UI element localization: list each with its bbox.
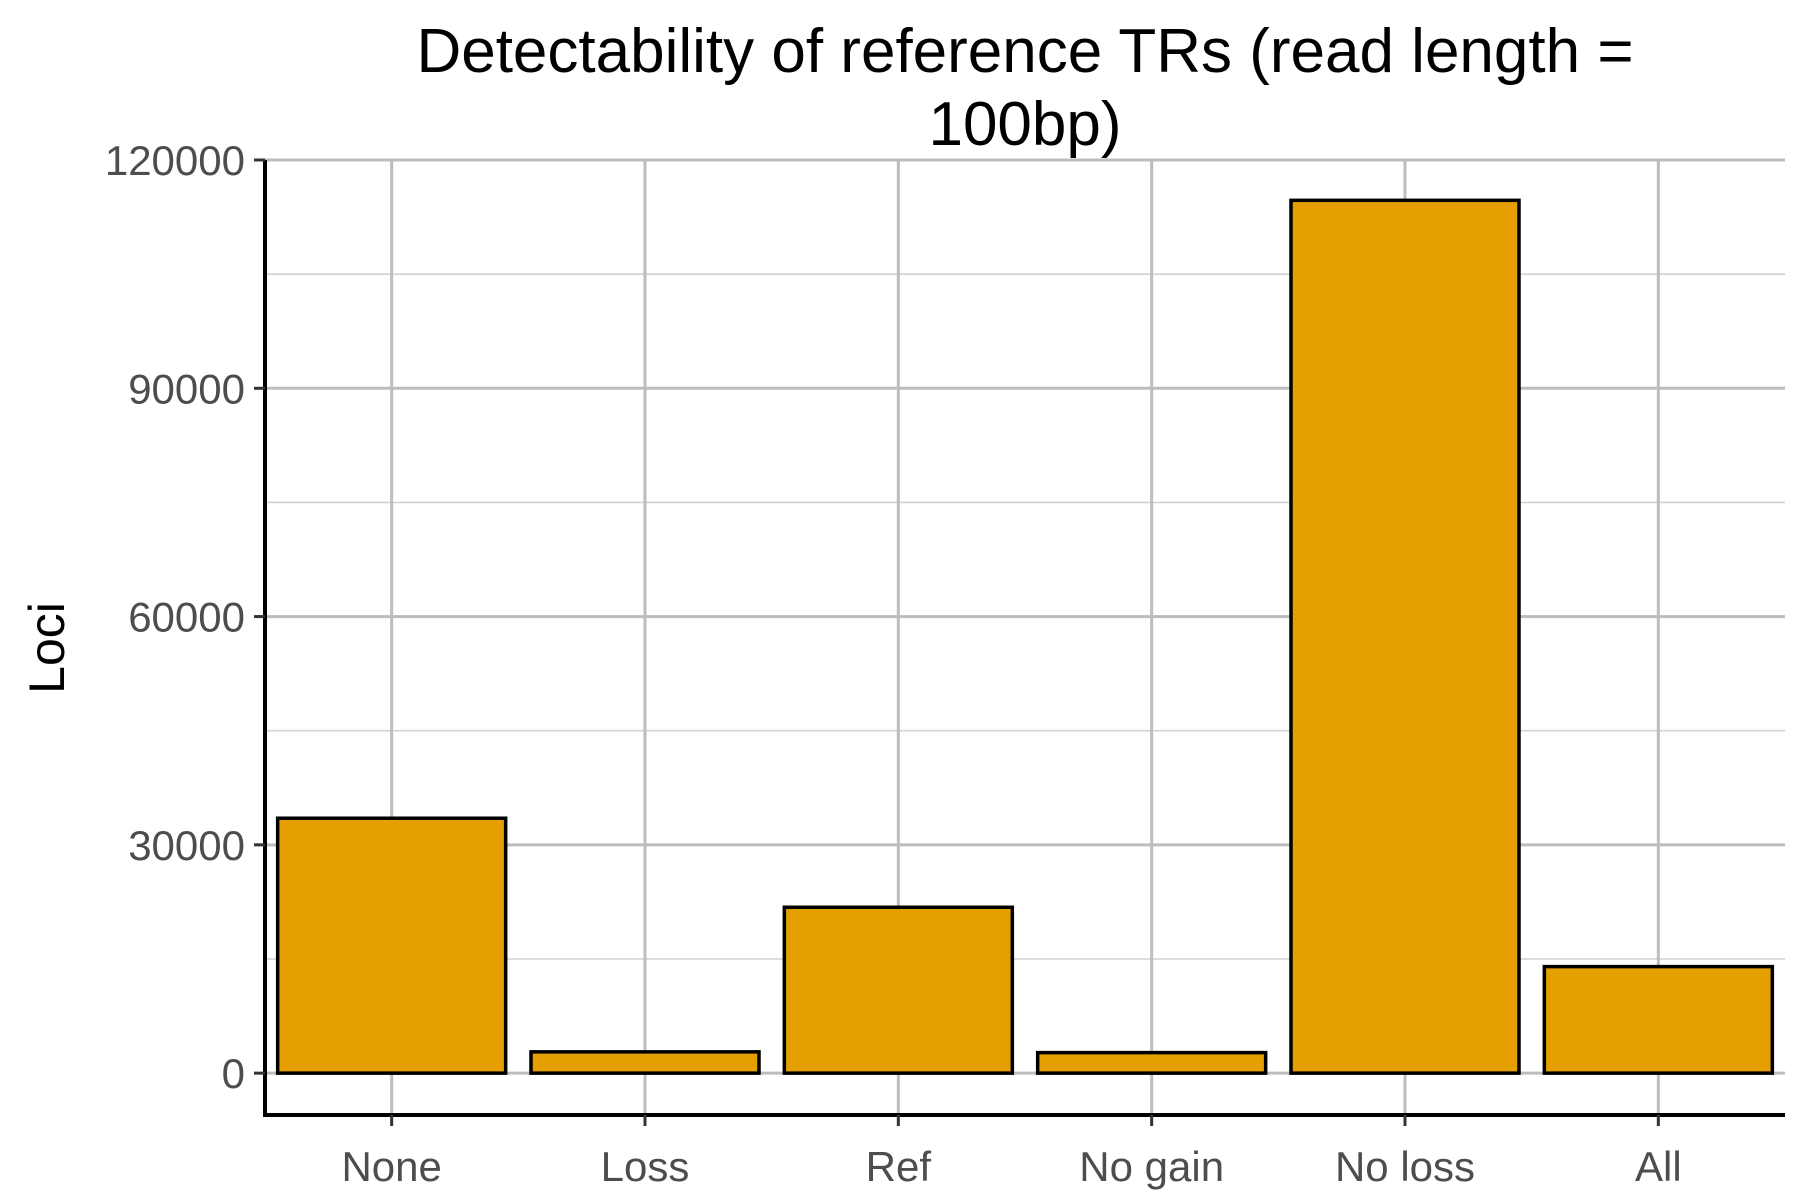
y-axis-ticks: 0 30000 60000 90000 120000: [105, 137, 265, 1097]
x-tick-label-2: Ref: [866, 1143, 932, 1190]
bar-no-gain: [1035, 1050, 1268, 1075]
chart-title-line-2: 100bp): [928, 90, 1121, 159]
x-tick-label-3: No gain: [1079, 1143, 1224, 1190]
y-tick-label-4: 120000: [105, 137, 245, 184]
bar-no-loss: [1289, 198, 1521, 1075]
bar-ref: [782, 905, 1015, 1075]
y-tick-label-1: 30000: [128, 822, 245, 869]
x-tick-label-1: Loss: [601, 1143, 690, 1190]
bar-loss: [529, 1050, 761, 1075]
x-tick-label-4: No loss: [1335, 1143, 1475, 1190]
y-axis-label: Loci: [19, 602, 75, 694]
axes: [263, 160, 1785, 1117]
y-tick-label-0: 0: [222, 1050, 245, 1097]
x-tick-label-0: None: [341, 1143, 441, 1190]
x-tick-label-5: All: [1635, 1143, 1682, 1190]
bars: [275, 198, 1775, 1075]
bar-all: [1542, 964, 1775, 1075]
bar-none: [275, 816, 508, 1075]
x-axis-ticks: None Loss Ref No gain No loss All: [341, 1115, 1682, 1190]
chart-title-line-1: Detectability of reference TRs (read len…: [416, 17, 1633, 86]
y-tick-label-2: 60000: [128, 594, 245, 641]
chart-title: Detectability of reference TRs (read len…: [416, 17, 1633, 159]
y-tick-label-3: 90000: [128, 365, 245, 412]
